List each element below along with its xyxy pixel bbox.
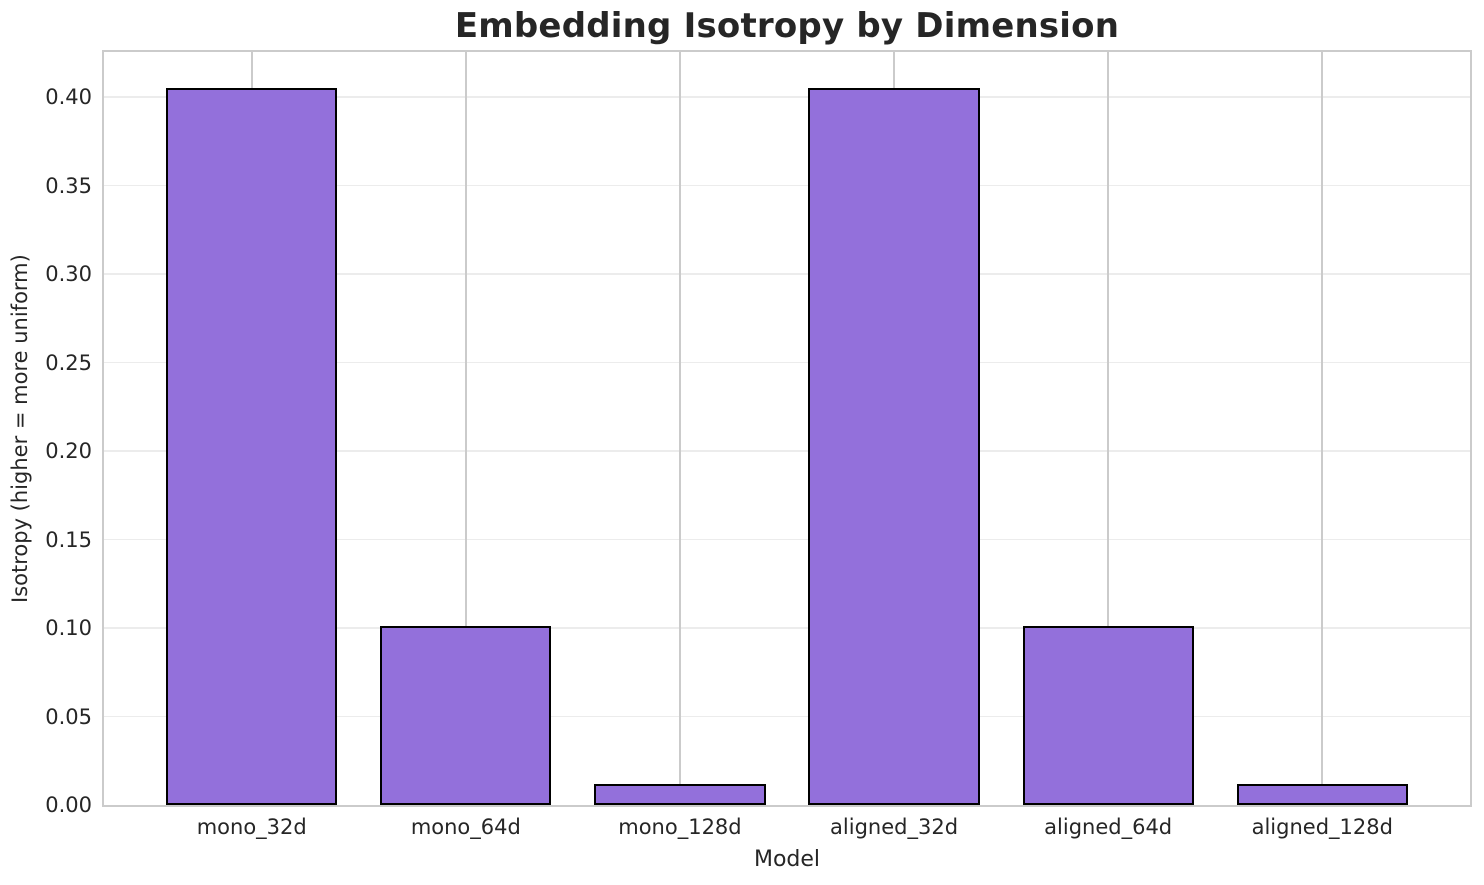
x-tick-label: mono_128d [618, 815, 742, 839]
y-gridline [104, 273, 1470, 275]
bar-mono_64d [380, 626, 552, 805]
y-axis-label: Isotropy (higher = more uniform) [8, 254, 32, 603]
bar-mono_32d [166, 88, 338, 805]
x-tick-label: aligned_64d [1044, 815, 1173, 839]
x-tick-label: mono_64d [410, 815, 521, 839]
y-gridline [104, 715, 1470, 718]
y-gridline [104, 184, 1470, 187]
y-tick-label: 0.40 [45, 85, 92, 110]
y-gridline [104, 96, 1470, 98]
y-tick-label: 0.05 [45, 704, 92, 729]
x-tick-label: aligned_32d [830, 815, 959, 839]
y-tick-label: 0.25 [45, 350, 92, 375]
chart-title: Embedding Isotropy by Dimension [454, 6, 1120, 46]
y-gridline [104, 450, 1470, 452]
x-gridline [464, 52, 467, 805]
x-gridline [1321, 52, 1324, 805]
bar-mono_128d [594, 783, 766, 805]
y-tick-label: 0.00 [45, 793, 92, 817]
y-tick-label: 0.10 [45, 616, 92, 641]
x-tick-label: aligned_128d [1251, 815, 1393, 839]
y-tick-label: 0.30 [45, 262, 92, 287]
y-gridline [104, 538, 1470, 541]
bar-aligned_32d [808, 88, 980, 805]
y-gridline [104, 627, 1470, 629]
x-axis-label: Model [753, 847, 821, 872]
bar-aligned_64d [1022, 626, 1194, 805]
x-tick-label: mono_32d [196, 815, 307, 839]
y-tick-label: 0.15 [45, 527, 92, 552]
bar-aligned_128d [1236, 783, 1408, 805]
y-tick-label: 0.20 [45, 439, 92, 464]
x-gridline [1107, 52, 1110, 805]
plot-area [102, 50, 1472, 807]
y-tick-label: 0.35 [45, 173, 92, 198]
y-gridline [104, 361, 1470, 364]
x-gridline [678, 52, 681, 805]
